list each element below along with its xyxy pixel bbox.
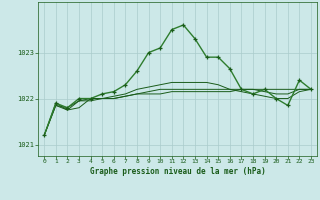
X-axis label: Graphe pression niveau de la mer (hPa): Graphe pression niveau de la mer (hPa) (90, 167, 266, 176)
